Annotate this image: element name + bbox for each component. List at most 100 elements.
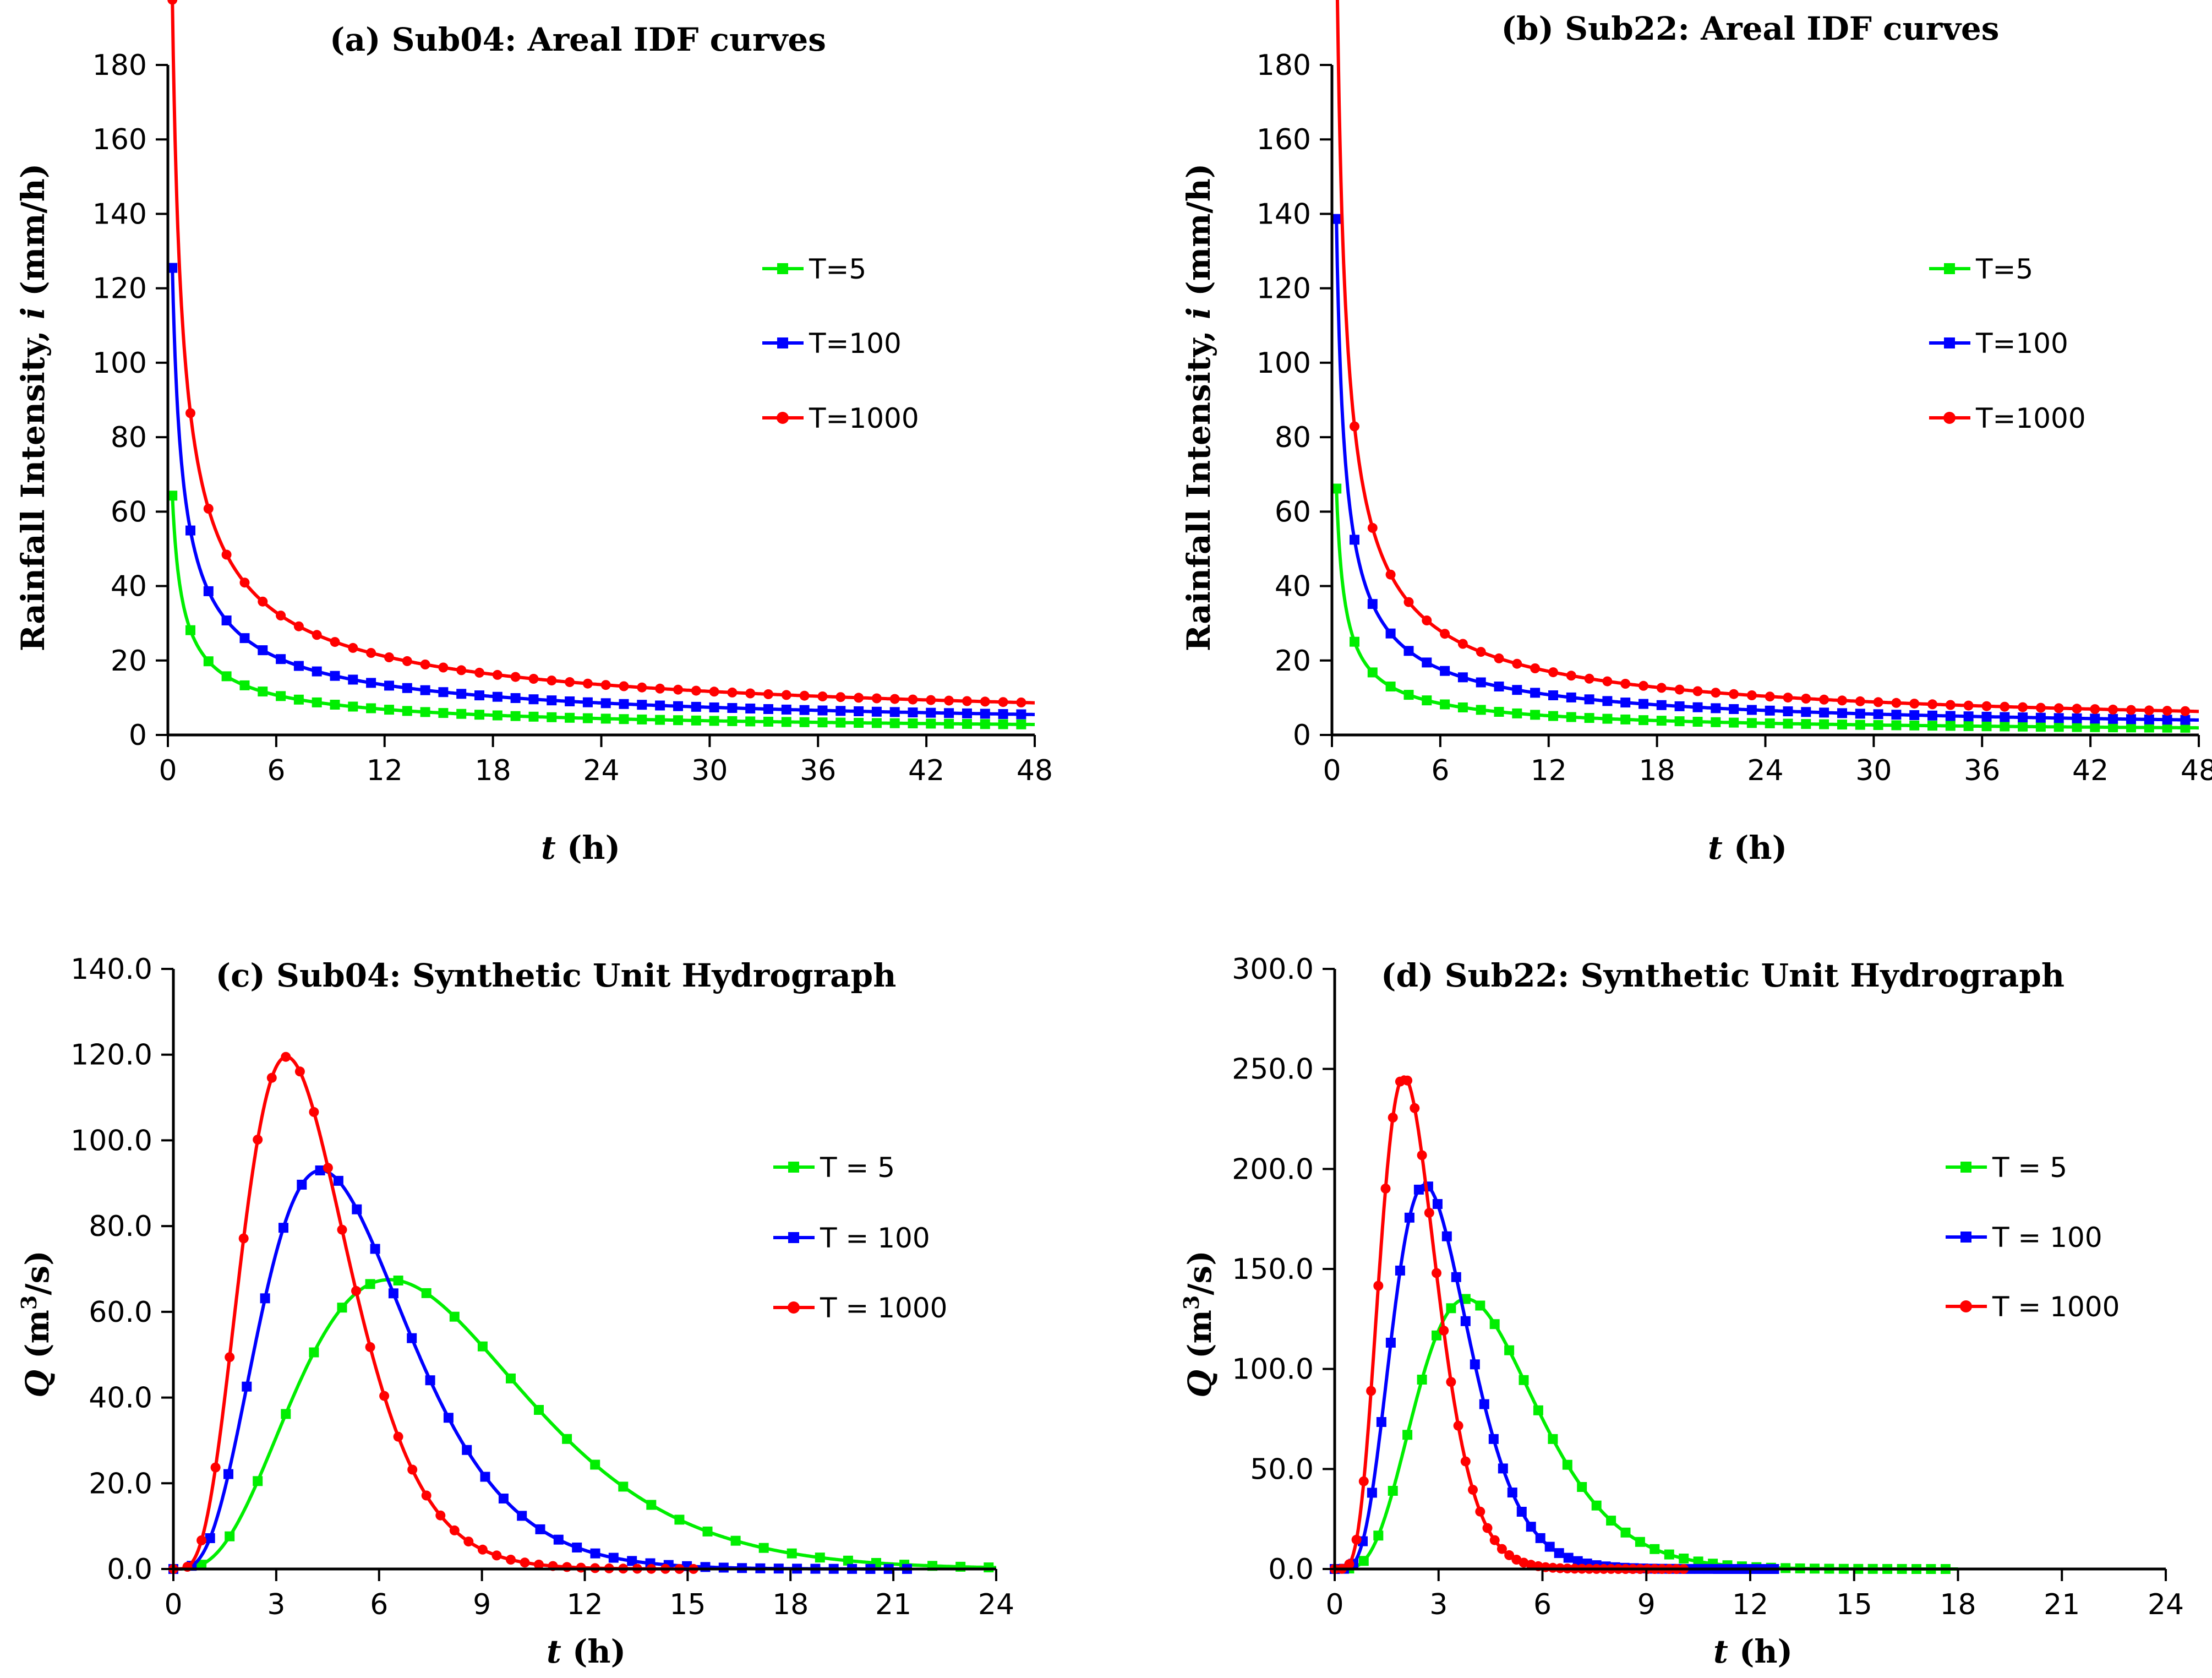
panel-b-point-t1000-17 — [1638, 680, 1648, 691]
panel-b-x-tick-label-2: 12 — [1531, 754, 1567, 787]
panel-b-point-t100-15 — [1602, 696, 1613, 706]
panel-b-point-t100-33 — [1927, 710, 1937, 721]
panel-b-series-t100 — [1331, 214, 2200, 725]
panel-a-point-t100-17 — [474, 690, 484, 701]
panel-b-point-t5-41 — [2072, 722, 2082, 732]
panel-a-point-t100-38 — [854, 706, 864, 716]
panel-b-y-tick-label-5: 100 — [1257, 347, 1311, 380]
panel-c-x-tick-label-2: 6 — [370, 1588, 388, 1621]
panel-d-point-t5-4 — [1388, 1486, 1398, 1496]
panel-d-legend-marker-t100 — [1960, 1232, 1971, 1243]
panel-d-legend-label-t5: T = 5 — [1992, 1152, 2067, 1184]
panel-b-legend-label-t100: T=100 — [1975, 328, 2068, 359]
panel-d-point-t1000-14 — [1432, 1268, 1441, 1278]
panel-d-point-t5-20 — [1620, 1527, 1631, 1538]
panel-c-point-t1000-13 — [351, 1285, 361, 1296]
panel-a-point-t100-22 — [565, 696, 575, 706]
panel-a-y-tick-label-3: 60 — [111, 495, 147, 529]
panel-b-point-t100-3 — [1385, 628, 1396, 639]
panel-a-point-t100-35 — [799, 705, 810, 715]
panel-a-point-t100-31 — [727, 703, 738, 713]
panel-a-plot: 0 6 12 18 24 30 36 42 48 0 20 40 60 80 100 120 140 160 180 — [92, 0, 1053, 787]
panel-a-point-t5-16 — [456, 709, 467, 719]
panel-b-legend-marker-t100 — [1944, 337, 1955, 348]
panel-d-point-t1000-3 — [1351, 1534, 1362, 1545]
panel-c-point-t1000-14 — [365, 1342, 375, 1352]
panel-a-point-t1000-38 — [854, 693, 864, 703]
panel-a-point-t100-43 — [944, 708, 954, 718]
panel-b-point-t1000-38 — [2018, 702, 2028, 712]
panel-a-point-t100-1 — [185, 525, 195, 536]
panel-a-title: (a) Sub04: Areal IDF curves — [330, 21, 826, 58]
panel-c-point-t100-6 — [278, 1223, 288, 1233]
panel-b-point-t1000-36 — [1981, 701, 1992, 711]
panel-a-point-t1000-25 — [619, 681, 629, 691]
panel-d-point-t100-14 — [1460, 1316, 1471, 1326]
panel-d-point-t1000-15 — [1439, 1325, 1449, 1336]
panel-a-point-t1000-23 — [582, 678, 593, 689]
panel-a-point-t5-33 — [763, 716, 773, 727]
panel-b-point-t1000-2 — [1367, 522, 1378, 533]
panel-a-point-t100-39 — [871, 706, 882, 717]
panel-b-point-t1000-22 — [1729, 689, 1739, 699]
panel-a-point-t100-37 — [835, 706, 846, 716]
panel-b-x-tick-label-6: 36 — [1964, 754, 2000, 787]
panel-d-y-tick-label-3: 150.0 — [1232, 1253, 1314, 1286]
panel-d-x-tick-label-1: 3 — [1429, 1588, 1448, 1621]
panel-a-point-t5-15 — [438, 708, 449, 718]
panel-a-point-t1000-3 — [221, 549, 232, 560]
panel-b-point-t5-36 — [1981, 721, 1992, 732]
panel-b-point-t1000-25 — [1783, 693, 1793, 703]
panel-b-point-t1000-14 — [1584, 673, 1594, 684]
panel-a-point-t1000-27 — [655, 683, 665, 694]
panel-a-point-t1000-10 — [348, 642, 358, 653]
panel-b-point-t100-32 — [1909, 710, 1920, 720]
panel-c-x-tick-label-1: 3 — [267, 1588, 285, 1621]
panel-b-point-t5-6 — [1440, 699, 1450, 710]
panel-b-x-tick-label-8: 48 — [2181, 754, 2212, 787]
panel-b-y-tick-label-8: 160 — [1257, 123, 1311, 156]
panel-c-point-t5-6 — [337, 1303, 347, 1313]
panel-b-point-t100-19 — [1674, 701, 1685, 711]
panel-c-point-t100-15 — [443, 1413, 454, 1423]
panel-d-point-t100-5 — [1376, 1417, 1386, 1427]
panel-b-point-t1000-16 — [1620, 679, 1631, 689]
panel-c-point-t100-3 — [223, 1469, 233, 1479]
panel-b-point-t1000-31 — [1891, 698, 1902, 708]
panel-c-legend-marker-t1000 — [788, 1301, 800, 1314]
panel-a-point-t1000-30 — [709, 687, 719, 697]
panel-c-point-t1000-22 — [477, 1544, 488, 1555]
panel-c-point-t5-4 — [281, 1409, 291, 1419]
panel-c-point-t5-16 — [618, 1481, 629, 1492]
panel-a-x-tick-label-8: 48 — [1017, 754, 1053, 787]
panel-a-point-t100-3 — [221, 615, 232, 625]
panel-c-legend-marker-t100 — [788, 1232, 799, 1243]
panel-d-y-tick-label-5: 250.0 — [1232, 1053, 1314, 1086]
panel-c-point-t1000-19 — [435, 1510, 446, 1521]
panel-b-point-t5-2 — [1367, 667, 1378, 678]
panel-a-point-t100-2 — [203, 586, 214, 596]
panel-a-point-t5-42 — [926, 718, 936, 729]
panel-b-point-t1000-39 — [2035, 702, 2046, 713]
panel-a-point-t100-7 — [293, 661, 304, 671]
panel-a-point-t1000-29 — [691, 685, 701, 696]
panel-a-series-t5 — [167, 491, 1036, 729]
panel-d-y-tick-label-2: 100.0 — [1232, 1353, 1314, 1386]
panel-c-point-t100-13 — [407, 1333, 417, 1343]
panel-d-point-t100-21 — [1526, 1522, 1536, 1532]
panel-a-point-t5-18 — [492, 710, 503, 721]
panel-a-point-t100-27 — [655, 700, 665, 711]
panel-b-point-t100-17 — [1638, 699, 1648, 709]
panel-d-x-axis-label: t (h) — [1713, 1633, 1793, 1670]
panel-a-point-t5-36 — [817, 717, 828, 728]
panel-b-point-t5-17 — [1638, 715, 1648, 726]
panel-c-point-t100-4 — [242, 1381, 252, 1392]
panel-c-y-tick-label-3: 60.0 — [89, 1296, 152, 1329]
panel-a-point-t100-42 — [926, 707, 936, 718]
panel-c-point-t100-17 — [480, 1472, 490, 1482]
panel-c-point-t1000-4 — [225, 1352, 235, 1363]
panel-b-point-t1000-6 — [1440, 629, 1450, 639]
panel-c-x-tick-label-4: 12 — [566, 1588, 603, 1621]
panel-d-point-t5-18 — [1591, 1500, 1602, 1511]
panel-b-point-t100-30 — [1873, 709, 1883, 720]
